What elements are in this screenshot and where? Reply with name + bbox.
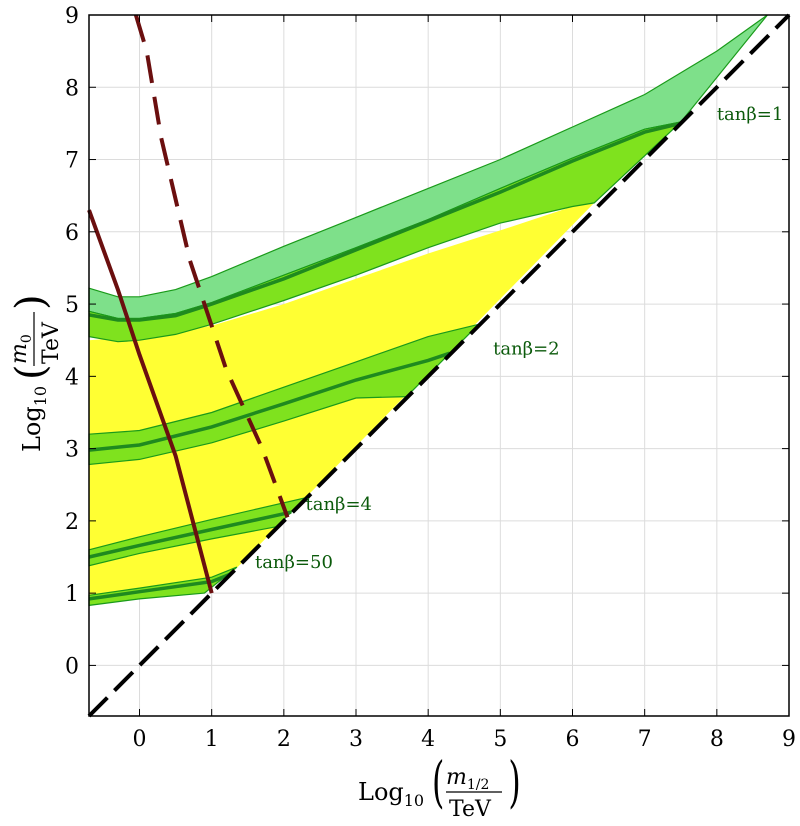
central-line-tanb1	[88, 121, 682, 322]
svg-text:Log10: Log10	[18, 386, 50, 452]
central-line-4	[88, 572, 231, 601]
y-tick-label: 6	[65, 221, 79, 246]
x-tick-label: 3	[349, 727, 363, 752]
svg-text:TeV: TeV	[449, 797, 492, 822]
y-tick-label: 9	[65, 4, 79, 29]
central-line-3	[88, 510, 292, 559]
x-tick-label: 0	[133, 727, 147, 752]
x-tick-label: 2	[277, 727, 291, 752]
x-tick-label: 7	[638, 727, 652, 752]
x-tick-label: 6	[566, 727, 580, 752]
y-tick-label: 5	[65, 293, 79, 318]
y-tick-label: 7	[65, 149, 79, 174]
svg-text:m1/2: m1/2	[446, 765, 489, 793]
y-tick-label: 2	[65, 510, 79, 535]
x-tick-label: 9	[782, 727, 796, 752]
y-tick-label: 3	[65, 438, 79, 463]
band-label: tanβ=2	[493, 339, 560, 360]
svg-text:Log10: Log10	[358, 778, 424, 810]
y-tick-label: 8	[65, 76, 79, 101]
lines	[87, 13, 791, 718]
svg-text:TeV: TeV	[39, 321, 64, 364]
regions	[88, 14, 768, 607]
y-tick-label: 4	[65, 365, 79, 390]
x-tick-label: 8	[710, 727, 724, 752]
plot-frame	[88, 14, 790, 717]
y-axis-paren-right: )	[8, 294, 54, 310]
y-tick-label: 1	[65, 582, 79, 607]
band-label: tanβ=1	[717, 104, 784, 125]
y-tick-label: 0	[65, 654, 79, 679]
band-label: tanβ=50	[255, 552, 333, 573]
x-tick-label: 1	[205, 727, 219, 752]
y-axis-paren-left: (	[8, 364, 54, 380]
x-axis-paren-right: )	[508, 750, 520, 815]
band-2	[88, 323, 481, 466]
x-axis-label: Log10 ( m1/2 TeV )	[358, 750, 521, 822]
x-tick-label: 4	[421, 727, 435, 752]
y-axis-label: Log10 ( m0 TeV )	[7, 294, 64, 452]
x-axis-paren-left: (	[432, 750, 444, 815]
solid-bound-line	[87, 209, 214, 594]
central-line-2	[88, 351, 451, 452]
diagonal-boundary-line	[87, 13, 791, 718]
band-labels: tanβ=1 tanβ=2 tanβ=4 tanβ=50	[255, 104, 783, 573]
band-label: tanβ=4	[305, 494, 372, 515]
band-4	[88, 566, 238, 607]
ticks: 0 1 2 3 4 5 6 7 8 9 0 1 2 3 4 5 6 7 8 9	[65, 4, 796, 752]
svg-text:m0: m0	[7, 334, 35, 364]
x-tick-label: 5	[493, 727, 507, 752]
